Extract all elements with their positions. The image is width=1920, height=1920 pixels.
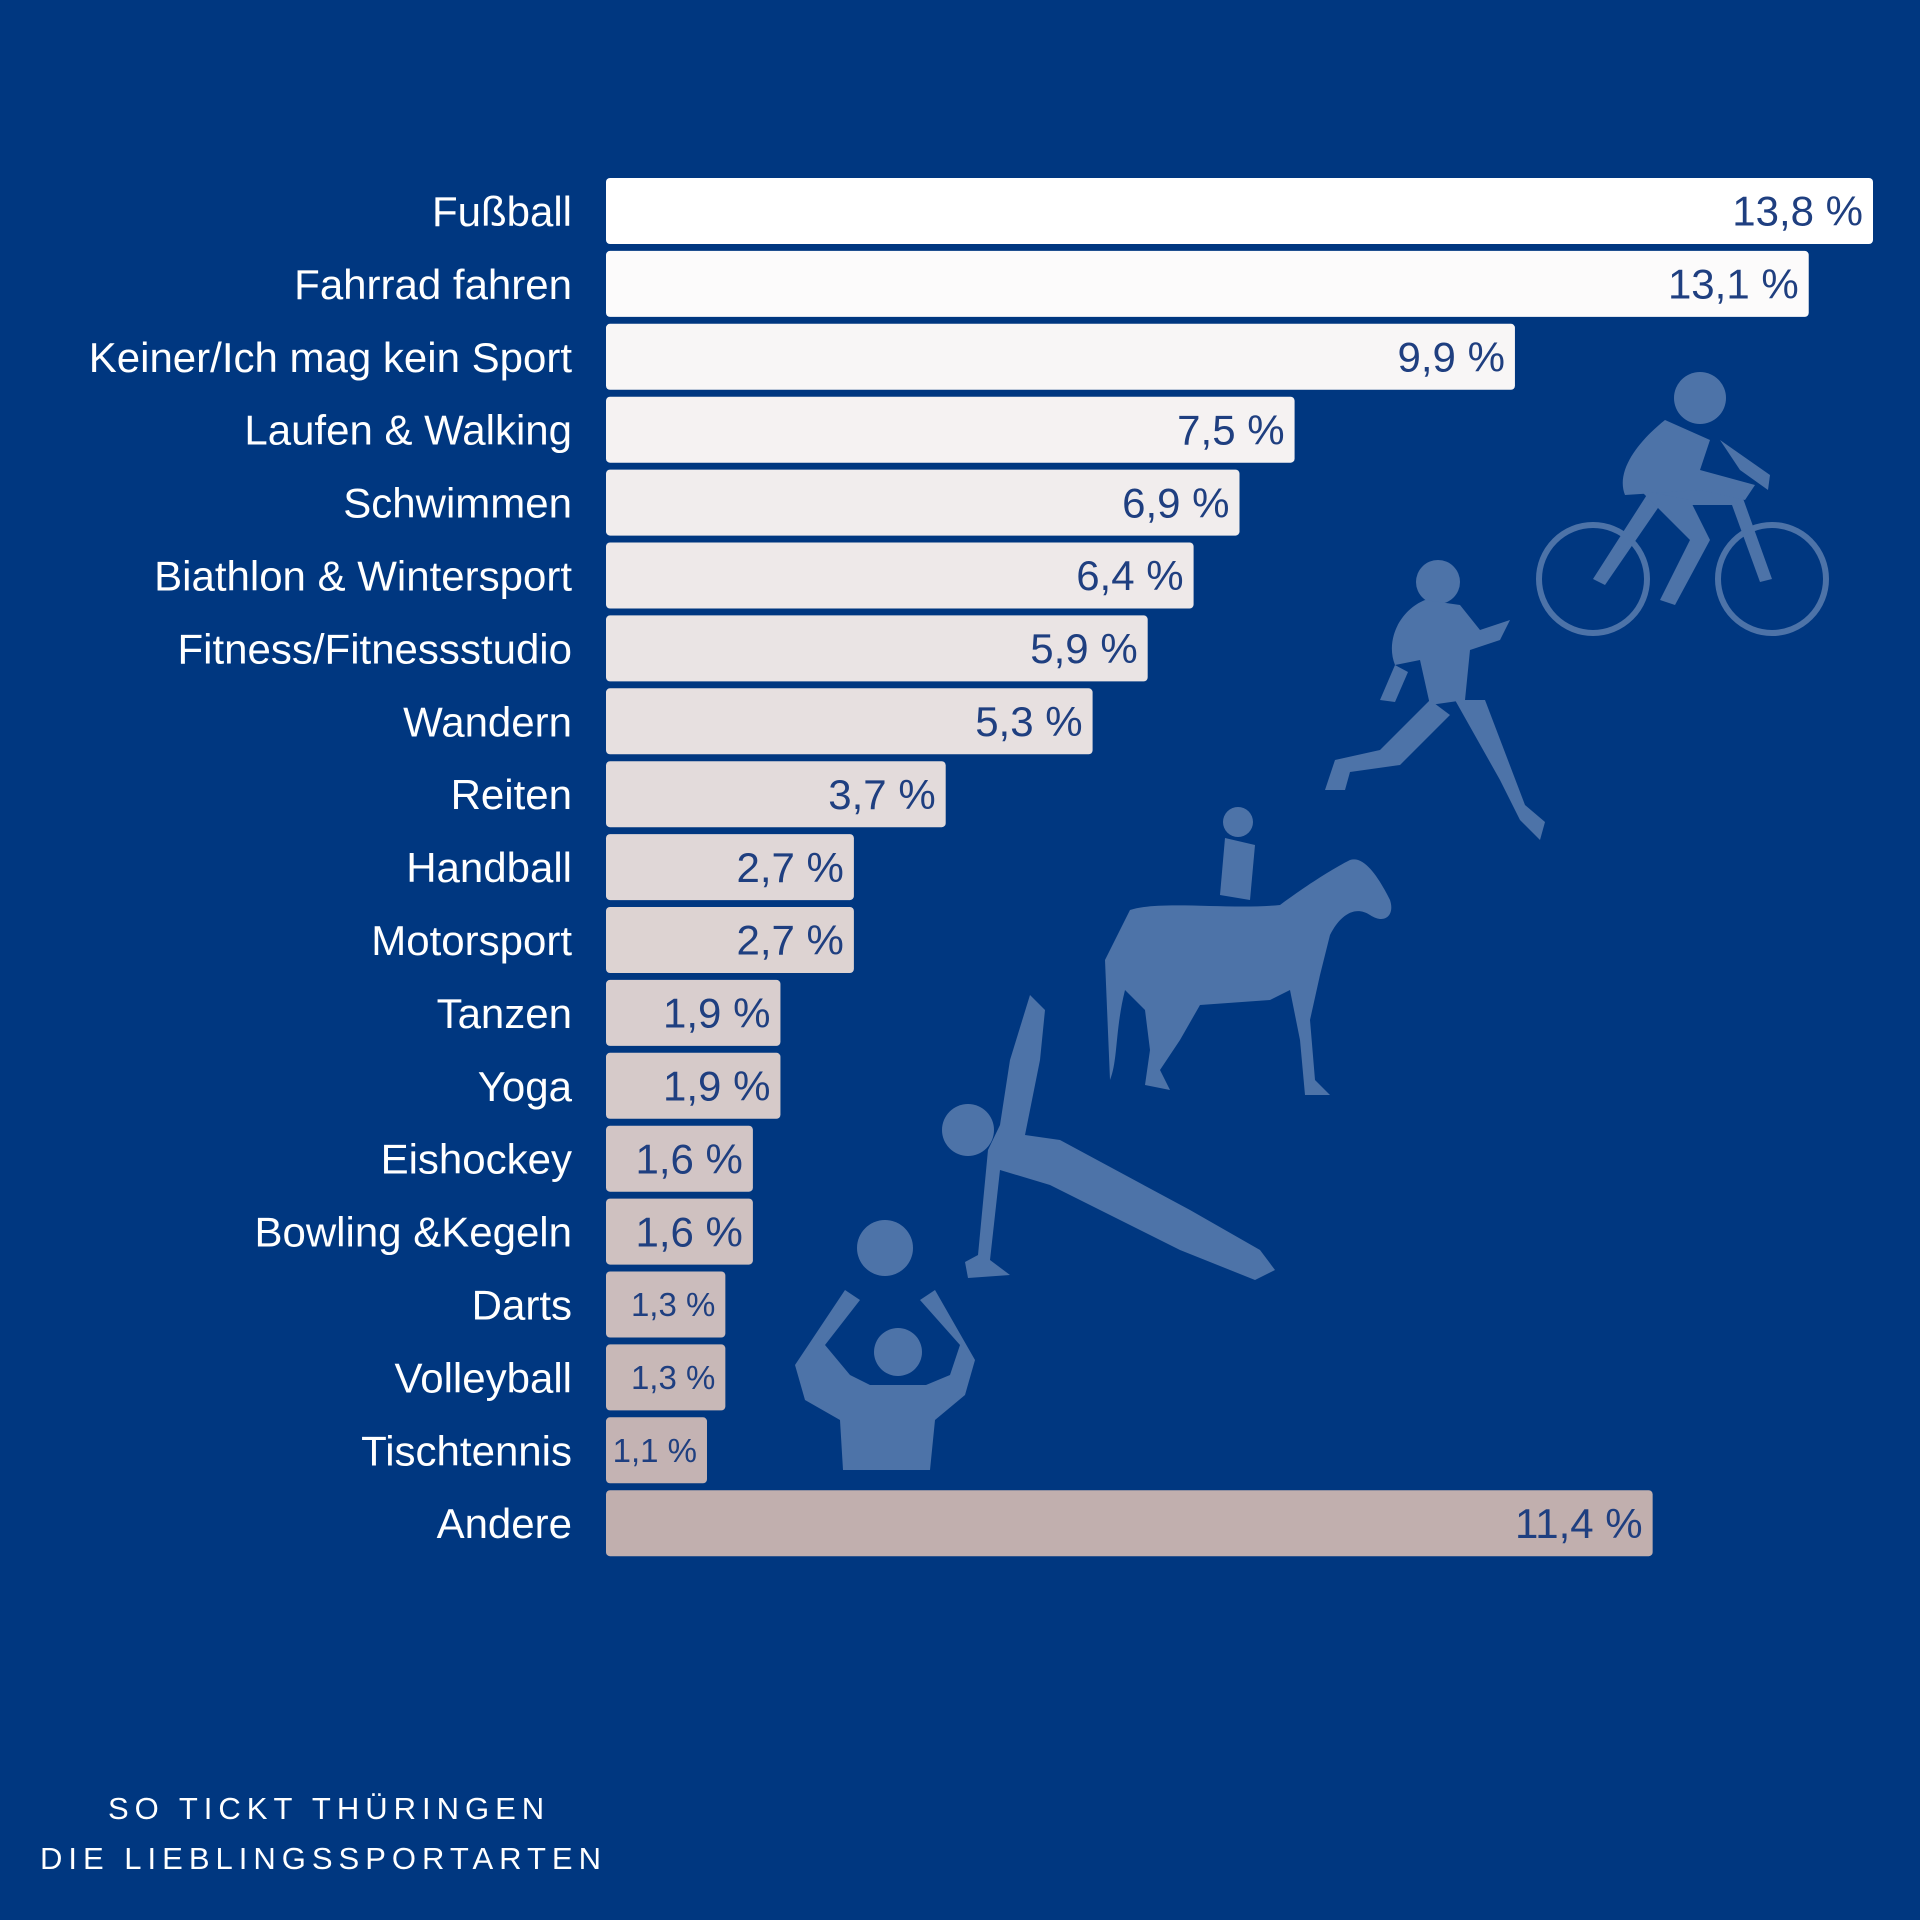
bar-0 [606,178,1873,244]
category-label-6: Fitness/Fitnessstudio [178,625,573,672]
value-label-10: 2,7 % [736,917,843,964]
bar-16 [606,1344,726,1411]
category-label-12: Yoga [478,1063,573,1110]
category-label-17: Tischtennis [361,1427,572,1474]
category-label-13: Eishockey [381,1136,572,1183]
bar-11 [606,979,781,1046]
category-label-4: Schwimmen [343,480,572,527]
value-label-0: 13,8 % [1732,188,1863,235]
value-label-14: 1,6 % [635,1208,742,1255]
category-label-15: Darts [472,1282,572,1329]
plank-icon [942,995,1275,1280]
bar-4 [606,469,1240,536]
value-label-1: 13,1 % [1668,261,1799,308]
bar-14 [606,1198,753,1265]
category-label-7: Wandern [403,698,572,745]
runner-icon [1325,560,1545,840]
cyclist-icon [1536,372,1829,636]
value-label-18: 11,4 % [1515,1500,1643,1547]
bar-6 [606,615,1148,682]
bar-17 [606,1417,707,1484]
footer-line-2: DIE LIEBLINGSSPORTARTEN [40,1841,607,1876]
value-label-16: 1,3 % [631,1359,715,1396]
value-label-6: 5,9 % [1030,625,1137,672]
horse-rider-icon [1105,807,1392,1095]
value-label-8: 3,7 % [828,771,935,818]
bar-10 [606,907,854,973]
value-label-9: 2,7 % [736,844,843,891]
category-label-2: Keiner/Ich mag kein Sport [89,334,573,381]
value-label-2: 9,9 % [1398,334,1505,381]
category-label-3: Laufen & Walking [244,407,572,454]
category-label-18: Andere [437,1500,572,1547]
value-label-15: 1,3 % [631,1286,715,1323]
bar-1 [606,250,1809,317]
category-label-1: Fahrrad fahren [294,261,572,308]
category-label-8: Reiten [451,771,572,818]
bar-7 [606,688,1093,755]
value-label-7: 5,3 % [975,698,1082,745]
bar-13 [606,1125,753,1192]
bar-8 [606,761,946,828]
footer-line-1: SO TICKT THÜRINGEN [108,1791,551,1826]
bars-layer: Fußball 13,8 % Fahrrad fahren 13,1 % Keiner/… [89,178,1873,1557]
value-label-3: 7,5 % [1177,406,1284,453]
value-label-13: 1,6 % [635,1135,742,1182]
bar-18 [606,1490,1653,1557]
value-label-4: 6,9 % [1122,479,1229,526]
bar-2 [606,323,1515,390]
category-label-10: Motorsport [371,917,572,964]
category-label-16: Volleyball [395,1354,572,1401]
footer: SO TICKT THÜRINGEN DIE LIEBLINGSSPORTART… [40,1784,607,1884]
value-label-17: 1,1 % [613,1432,697,1469]
category-label-5: Biathlon & Wintersport [154,553,572,600]
category-label-0: Fußball [432,188,572,235]
bar-12 [606,1052,781,1119]
bar-3 [606,396,1295,463]
category-label-11: Tanzen [437,990,572,1037]
volleyball-player-icon [795,1220,975,1470]
category-label-14: Bowling &Kegeln [254,1209,572,1256]
bar-9 [606,834,854,901]
bar-15 [606,1271,726,1338]
category-label-9: Handball [406,844,572,891]
value-label-11: 1,9 % [663,990,770,1037]
bar-5 [606,542,1194,609]
value-label-12: 1,9 % [663,1063,770,1110]
value-label-5: 6,4 % [1076,552,1183,599]
